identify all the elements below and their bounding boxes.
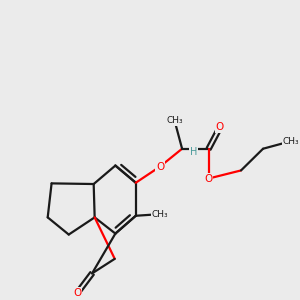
Text: O: O xyxy=(216,122,224,132)
Text: CH₃: CH₃ xyxy=(166,116,183,125)
Text: H: H xyxy=(190,147,197,157)
Text: O: O xyxy=(205,173,213,184)
Text: CH₃: CH₃ xyxy=(282,137,299,146)
Text: CH₃: CH₃ xyxy=(152,210,168,219)
Text: O: O xyxy=(74,288,82,298)
Text: O: O xyxy=(156,161,164,172)
